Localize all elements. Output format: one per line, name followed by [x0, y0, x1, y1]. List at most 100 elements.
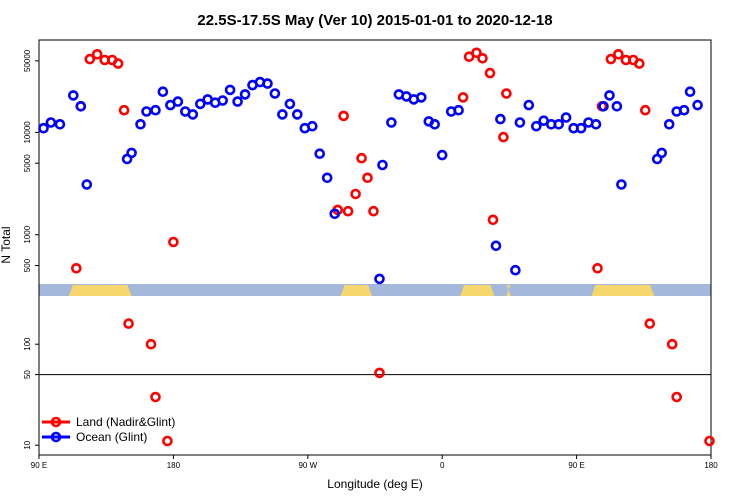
- land-point: [168, 236, 179, 248]
- ocean-point: [656, 147, 668, 159]
- x-tick-label: 90 W: [298, 461, 317, 470]
- land-point: [639, 104, 651, 116]
- ocean-point: [678, 104, 690, 116]
- ocean-point: [495, 113, 506, 125]
- y-axis-label: N Total: [0, 226, 13, 263]
- land-point: [150, 391, 161, 403]
- land-point: [498, 131, 509, 143]
- ocean-point: [38, 122, 49, 134]
- legend-ocean-label: Ocean (Glint): [76, 430, 147, 444]
- ocean-point: [277, 109, 288, 120]
- land-point: [487, 214, 499, 226]
- x-tick-label: 180: [167, 461, 181, 470]
- ocean-point: [692, 99, 703, 111]
- ocean-point: [684, 86, 696, 97]
- land-point: [350, 188, 361, 200]
- ocean-point: [217, 95, 228, 106]
- ocean-point: [386, 117, 397, 128]
- ocean-point: [616, 179, 627, 190]
- ocean-point: [232, 96, 243, 107]
- ocean-point: [374, 273, 385, 285]
- x-axis-label: Longitude (deg E): [327, 477, 422, 491]
- ocean-point: [306, 120, 318, 132]
- land-point: [457, 92, 469, 103]
- land-point: [501, 88, 512, 99]
- ocean-point: [598, 101, 609, 112]
- land-point: [605, 53, 617, 65]
- ocean-point: [429, 119, 441, 130]
- x-tick-label: 180: [704, 461, 718, 470]
- ocean-point: [321, 172, 333, 184]
- ocean-point: [157, 86, 169, 97]
- ocean-point: [604, 90, 615, 101]
- ocean-point: [590, 119, 602, 130]
- ocean-point: [560, 112, 572, 123]
- ocean-point: [284, 98, 296, 110]
- ocean-point: [269, 88, 281, 99]
- ocean-point: [291, 109, 303, 120]
- x-tick-label: 0: [440, 461, 445, 470]
- legend-ocean-marker: [50, 431, 62, 443]
- ocean-point: [314, 148, 326, 159]
- ocean-point: [611, 101, 623, 112]
- land-point: [112, 58, 124, 69]
- ocean-point: [68, 90, 79, 101]
- legend: Land (Nadir&Glint) Ocean (Glint): [42, 415, 175, 444]
- y-tick-label: 10000: [23, 121, 32, 144]
- land-point: [671, 391, 683, 403]
- ocean-point: [510, 264, 521, 276]
- y-tick-label: 1000: [23, 225, 32, 243]
- map-strip-land-australia-2: [591, 285, 655, 296]
- land-point: [368, 205, 379, 217]
- land-point: [91, 48, 103, 60]
- y-tick-label: 50: [23, 370, 32, 379]
- land-point: [644, 318, 656, 329]
- land-point: [342, 205, 354, 217]
- axes: 90 E 180 90 W 0 90 E 180 500 1000 5000 10000 50000…: [23, 39, 718, 470]
- ocean-point: [172, 96, 184, 107]
- ocean-point: [150, 104, 161, 116]
- land-point: [84, 53, 96, 65]
- ocean-series: [38, 76, 703, 285]
- ocean-point: [45, 117, 57, 128]
- ocean-point: [239, 89, 251, 100]
- ocean-point: [75, 101, 87, 112]
- ocean-point: [377, 159, 388, 171]
- map-strip-ocean: [39, 284, 711, 296]
- land-point: [162, 435, 173, 447]
- ocean-point: [135, 119, 146, 130]
- land-point: [477, 52, 488, 64]
- ocean-point: [523, 99, 535, 111]
- x-tick-label: 90 E: [568, 461, 584, 470]
- land-point: [666, 338, 678, 350]
- plot-frame: [38, 39, 712, 456]
- ocean-point: [553, 119, 565, 130]
- land-point: [613, 48, 624, 60]
- ocean-point: [54, 119, 66, 130]
- y-tick-label: 50000: [23, 49, 32, 72]
- ocean-point: [195, 98, 206, 110]
- land-point: [592, 262, 603, 274]
- land-point: [704, 435, 715, 447]
- land-point: [356, 152, 367, 164]
- legend-land-label: Land (Nadir&Glint): [76, 415, 175, 429]
- land-point: [118, 104, 130, 116]
- land-point: [374, 367, 385, 379]
- x-tick-label: 90 E: [31, 461, 47, 470]
- ocean-point: [530, 120, 542, 132]
- ocean-point: [436, 149, 448, 161]
- y-tick-label: 100: [23, 337, 32, 351]
- chart-title: 22.5S-17.5S May (Ver 10) 2015-01-01 to 2…: [197, 12, 552, 29]
- map-strip: [39, 284, 711, 296]
- land-point: [633, 58, 645, 69]
- land-point: [123, 318, 134, 329]
- map-strip-land-australia: [68, 285, 132, 296]
- land-point: [71, 262, 82, 274]
- ocean-point: [126, 147, 137, 159]
- ocean-point: [415, 92, 427, 103]
- ocean-point: [187, 109, 199, 120]
- land-point: [145, 338, 157, 350]
- ocean-point: [453, 104, 464, 116]
